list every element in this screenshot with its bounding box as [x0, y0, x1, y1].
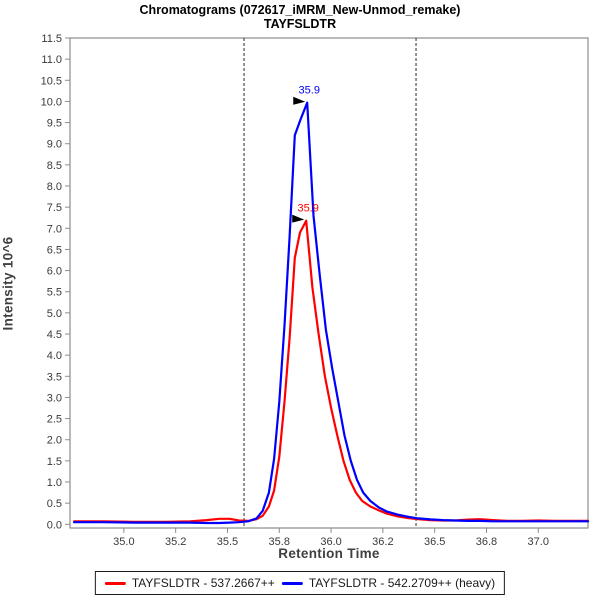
- y-tick-label: 4.5: [47, 329, 62, 341]
- y-tick-label: 5.5: [47, 287, 62, 299]
- peak-rt-annotation: 35.9: [297, 203, 318, 215]
- legend-swatch-red-line: [104, 581, 126, 585]
- x-tick-label: 36.2: [372, 536, 393, 548]
- chart-subtitle-peptide: TAYFSLDTR: [263, 17, 337, 31]
- legend-swatch-blue-line: [281, 581, 303, 585]
- y-tick-label: 1.5: [47, 456, 62, 468]
- legend: TAYFSLDTR - 537.2667++ TAYFSLDTR - 542.2…: [94, 571, 506, 595]
- peak-annotation-arrow-icon: [293, 96, 306, 105]
- y-tick-label: 2.5: [47, 414, 62, 426]
- y-tick-label: 6.5: [47, 244, 62, 256]
- y-tick-label: 7.5: [47, 202, 62, 214]
- peak-annotation-arrow-icon: [292, 214, 305, 223]
- chart-title-block: Chromatograms (072617_iMRM_New-Unmod_rem…: [0, 3, 600, 31]
- y-tick-label: 3.0: [47, 392, 62, 404]
- y-tick-label: 7.0: [47, 223, 62, 235]
- x-tick-label: 36.5: [424, 536, 445, 548]
- y-tick-label: 0.5: [47, 498, 62, 510]
- y-tick-label: 9.0: [47, 139, 62, 151]
- chromatogram-curve-heavy: [72, 101, 590, 525]
- y-tick-label: 3.5: [47, 371, 62, 383]
- x-tick-label: 35.0: [113, 536, 134, 548]
- y-tick-label: 1.0: [47, 477, 62, 489]
- legend-item-heavy: TAYFSLDTR - 542.2709++ (heavy): [281, 576, 496, 590]
- x-tick-label: 37.0: [528, 536, 549, 548]
- y-tick-label: 8.0: [47, 181, 62, 193]
- y-tick-label: 10.0: [41, 96, 62, 108]
- chart-title: Chromatograms (072617_iMRM_New-Unmod_rem…: [139, 3, 461, 17]
- peak-rt-annotation: 35.9: [299, 85, 320, 97]
- y-tick-label: 11.0: [41, 54, 62, 66]
- plot-border: [69, 37, 589, 529]
- x-tick-label: 36.8: [476, 536, 497, 548]
- y-tick-label: 9.5: [47, 118, 62, 130]
- y-tick-label: 11.5: [41, 33, 62, 45]
- x-tick-label: 35.8: [269, 536, 290, 548]
- legend-label-heavy: TAYFSLDTR - 542.2709++ (heavy): [308, 576, 496, 590]
- y-tick-label: 10.5: [41, 75, 62, 87]
- y-tick-label: 5.0: [47, 308, 62, 320]
- y-tick-label: 8.5: [47, 160, 62, 172]
- legend-label-light: TAYFSLDTR - 537.2667++: [131, 576, 275, 590]
- y-tick-label: 6.0: [47, 266, 62, 278]
- x-axis-title: Retention Time: [278, 546, 380, 561]
- x-tick-label: 35.2: [165, 536, 186, 548]
- y-tick-label: 2.0: [47, 435, 62, 447]
- y-tick-label: 0.0: [47, 519, 62, 531]
- y-axis-title: Intensity 10^6: [0, 236, 16, 331]
- legend-item-light: TAYFSLDTR - 537.2667++: [104, 576, 275, 590]
- chromatogram-curve-light: [72, 219, 590, 523]
- y-tick-label: 4.0: [47, 350, 62, 362]
- x-tick-label: 36.0: [320, 536, 341, 548]
- x-tick-label: 35.5: [217, 536, 238, 548]
